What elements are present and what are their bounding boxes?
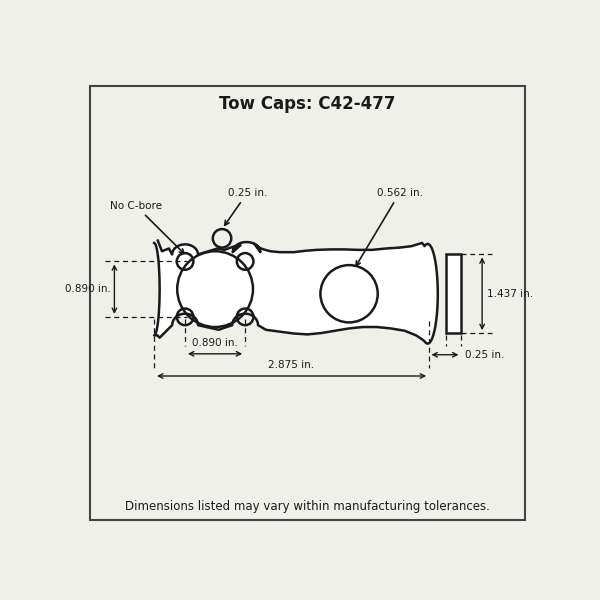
Text: 0.890 in.: 0.890 in. [65,284,110,294]
Text: 0.562 in.: 0.562 in. [356,188,423,266]
Text: 0.25 in.: 0.25 in. [465,350,505,360]
Text: 1.437 in.: 1.437 in. [487,289,533,299]
Text: Dimensions listed may vary within manufacturing tolerances.: Dimensions listed may vary within manufa… [125,500,490,513]
Text: 0.25 in.: 0.25 in. [224,188,267,225]
Polygon shape [154,241,438,344]
Text: No C-bore: No C-bore [110,200,184,254]
Text: 2.875 in.: 2.875 in. [268,361,314,370]
Text: Tow Caps: C42-477: Tow Caps: C42-477 [219,95,396,113]
Bar [446,254,461,333]
Text: 0.890 in.: 0.890 in. [192,338,238,348]
